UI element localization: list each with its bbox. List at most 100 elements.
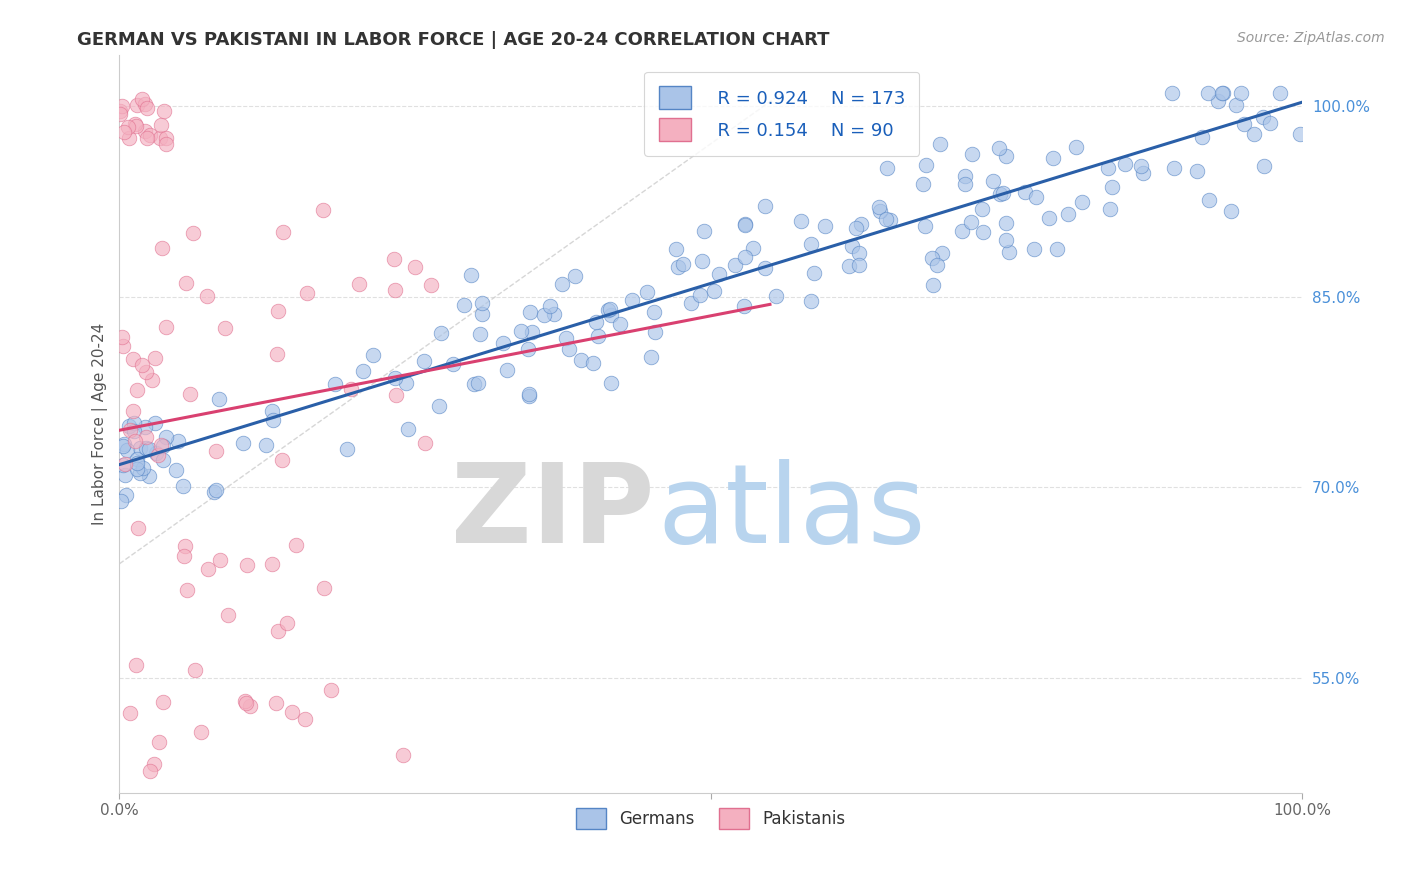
Point (111, 458, 134, 472)
Point (765, 289, 787, 303)
Point (953, 169, 976, 183)
Point (972, 202, 994, 216)
Point (131, 358, 153, 372)
Point (150, 241, 173, 255)
Point (467, 376, 489, 390)
Point (111, 99, 134, 113)
Text: ZIP: ZIP (450, 458, 654, 566)
Point (112, 437, 135, 451)
Point (599, 301, 621, 316)
Point (972, 225, 994, 239)
Point (636, 285, 658, 300)
Point (672, 257, 695, 271)
Point (118, 423, 141, 437)
Point (396, 421, 419, 435)
Point (1229, 87, 1251, 101)
Point (517, 389, 540, 403)
Point (392, 747, 415, 762)
Point (127, 521, 149, 535)
Point (1132, 166, 1154, 180)
Point (929, 136, 952, 151)
Point (139, 764, 162, 778)
Text: Source: ZipAtlas.com: Source: ZipAtlas.com (1237, 31, 1385, 45)
Point (838, 259, 860, 273)
Point (921, 251, 943, 265)
Point (135, 430, 157, 444)
Point (517, 343, 540, 357)
Point (235, 694, 257, 708)
Point (988, 141, 1011, 155)
Point (962, 147, 984, 161)
Point (176, 277, 198, 291)
Point (108, 107, 131, 121)
Point (129, 441, 152, 455)
Point (510, 324, 533, 338)
Point (117, 120, 139, 134)
Point (1260, 115, 1282, 129)
Point (281, 705, 304, 719)
Point (122, 352, 145, 367)
Point (112, 125, 135, 139)
Point (382, 252, 405, 266)
Point (1220, 204, 1243, 219)
Point (471, 307, 494, 321)
Point (117, 418, 139, 433)
Point (1056, 207, 1078, 221)
Point (136, 101, 159, 115)
Point (149, 118, 172, 132)
Point (135, 441, 157, 455)
Point (420, 278, 443, 293)
Point (190, 725, 212, 739)
Point (254, 438, 277, 452)
Legend: Germans, Pakistanis: Germans, Pakistanis (569, 801, 852, 836)
Point (385, 387, 408, 401)
Point (988, 186, 1011, 201)
Point (868, 200, 890, 214)
Point (520, 326, 543, 340)
Point (153, 103, 176, 118)
Point (122, 425, 145, 439)
Point (124, 117, 146, 131)
Point (1233, 117, 1256, 131)
Point (790, 214, 813, 228)
Y-axis label: In Labor Force | Age 20-24: In Labor Force | Age 20-24 (93, 323, 108, 525)
Point (707, 268, 730, 282)
Point (115, 488, 138, 502)
Point (869, 204, 891, 219)
Point (266, 347, 288, 361)
Point (361, 348, 384, 362)
Point (395, 376, 418, 391)
Point (1191, 129, 1213, 144)
Point (235, 696, 257, 710)
Point (453, 298, 475, 312)
Point (925, 258, 948, 272)
Point (1197, 87, 1219, 101)
Point (205, 483, 228, 497)
Point (600, 308, 623, 322)
Point (174, 539, 197, 553)
Point (143, 351, 166, 365)
Point (352, 364, 374, 378)
Point (148, 448, 170, 462)
Point (564, 268, 586, 283)
Point (1014, 186, 1036, 200)
Point (141, 373, 163, 387)
Point (323, 377, 346, 392)
Point (991, 186, 1014, 201)
Point (734, 251, 756, 265)
Point (995, 216, 1018, 230)
Point (134, 124, 156, 138)
Point (666, 260, 689, 274)
Point (311, 202, 333, 217)
Point (463, 376, 485, 391)
Point (689, 287, 711, 301)
Point (551, 277, 574, 291)
Point (734, 218, 756, 232)
Point (125, 452, 148, 467)
Point (555, 331, 578, 345)
Point (142, 757, 165, 772)
Point (621, 293, 644, 307)
Point (460, 268, 482, 283)
Point (800, 237, 823, 252)
Point (112, 439, 135, 453)
